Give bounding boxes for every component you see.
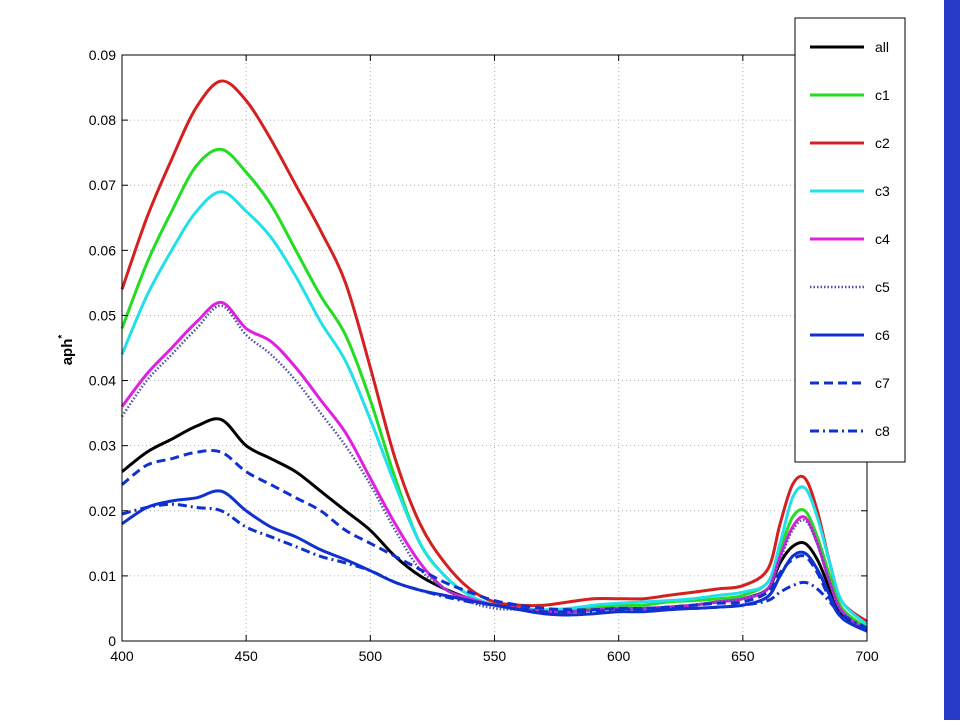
y-tick-label: 0.01 bbox=[89, 568, 116, 584]
x-tick-label: 450 bbox=[234, 648, 258, 664]
legend-label-c1: c1 bbox=[875, 87, 890, 103]
plot-area-background bbox=[122, 55, 867, 641]
y-tick-label: 0.04 bbox=[89, 373, 116, 389]
line-chart: 400 450 500 550 600 650 700 0 0.01 0.02 0.03 0.04 0.… bbox=[57, 17, 906, 664]
x-tick-label: 550 bbox=[483, 648, 507, 664]
y-tick-label: 0.07 bbox=[89, 177, 116, 193]
y-tick-label: 0.02 bbox=[89, 503, 116, 519]
y-tick-label: 0 bbox=[108, 633, 116, 649]
x-tick-label: 700 bbox=[855, 648, 879, 664]
x-tick-label: 600 bbox=[607, 648, 631, 664]
x-tick-label: 500 bbox=[359, 648, 383, 664]
legend-label-c8: c8 bbox=[875, 423, 890, 439]
y-tick-label: 0.06 bbox=[89, 242, 116, 258]
legend-label-c2: c2 bbox=[875, 135, 890, 151]
legend-label-c3: c3 bbox=[875, 183, 890, 199]
legend-label-c5: c5 bbox=[875, 279, 890, 295]
series-line-c8 bbox=[121, 502, 868, 630]
legend-label-all: all bbox=[875, 39, 889, 55]
legend-label-c6: c6 bbox=[875, 327, 890, 343]
legend-label-c7: c7 bbox=[875, 375, 890, 391]
y-tick-label: 0.03 bbox=[89, 438, 116, 454]
legend: all c1 c2 c3 c4 c5 c6 c7 c8 bbox=[794, 17, 906, 463]
x-tick-label: 400 bbox=[110, 648, 134, 664]
axes: 400 450 500 550 600 650 700 0 0.01 0.02 0.03 0.04 0.… bbox=[89, 47, 879, 664]
x-tick-label: 650 bbox=[731, 648, 755, 664]
series-line-c7 bbox=[121, 448, 868, 633]
y-tick-label: 0.09 bbox=[89, 47, 116, 63]
legend-label-c4: c4 bbox=[875, 231, 890, 247]
y-axis-label-superscript: * bbox=[57, 335, 68, 339]
y-tick-label: 0.08 bbox=[89, 112, 116, 128]
slide-side-bar bbox=[944, 0, 960, 720]
y-tick-label: 0.05 bbox=[89, 307, 116, 323]
y-axis-label: aph* bbox=[57, 335, 76, 366]
series-lines bbox=[120, 79, 869, 633]
y-axis-label-text: aph bbox=[59, 339, 76, 366]
